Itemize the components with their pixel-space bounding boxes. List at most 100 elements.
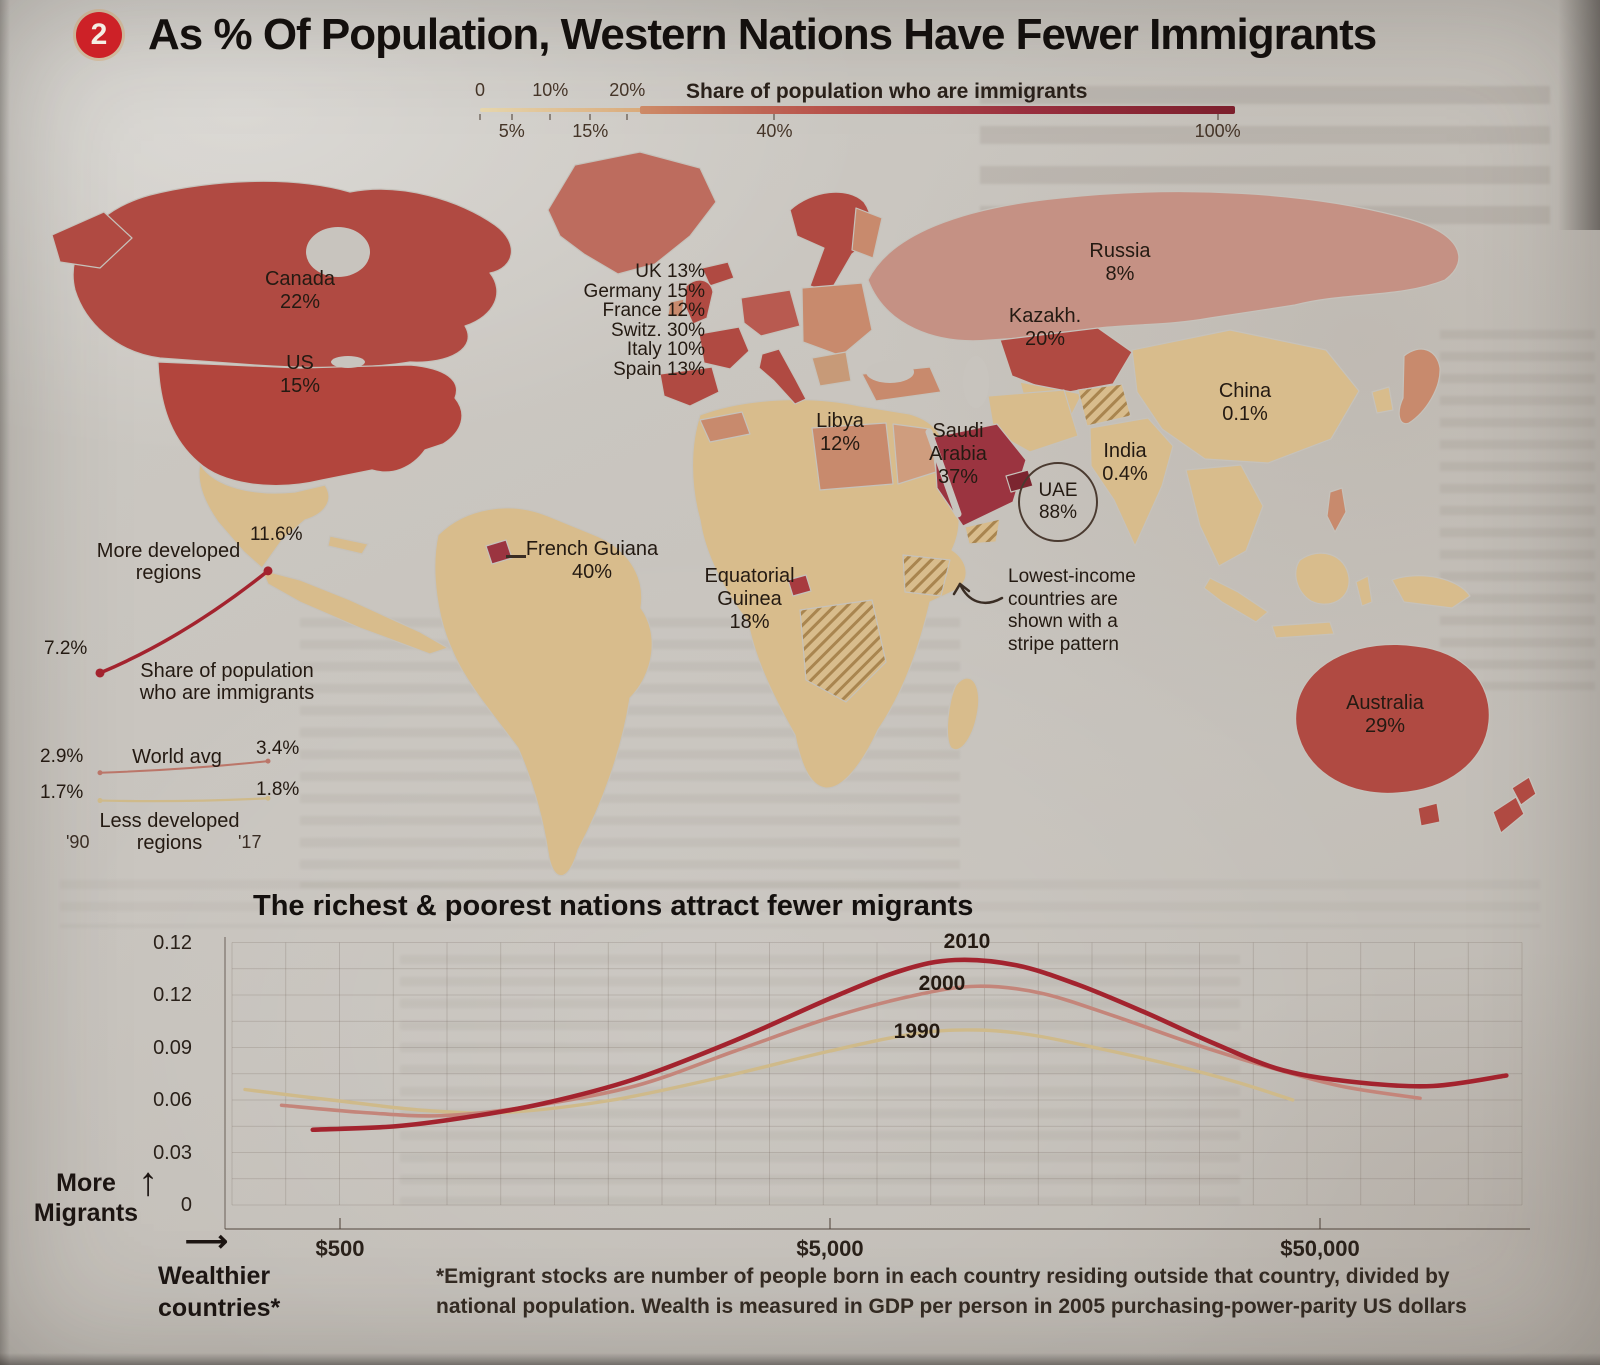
- country-name: Australia: [1346, 692, 1424, 714]
- inset-endpoint-dot: [97, 770, 103, 776]
- country-value: 20%: [1024, 328, 1066, 350]
- map-region-india: [1089, 417, 1174, 547]
- country-name: Saudi Arabia: [929, 420, 987, 465]
- inset-x-label-end: '17: [238, 832, 262, 852]
- map-region-iceland: [701, 261, 735, 287]
- curve-label-1990: 1990: [893, 1020, 941, 1043]
- map-water-red-sea: [925, 428, 962, 518]
- up-arrow-icon: ↑: [138, 1160, 158, 1204]
- map-region-france: [698, 326, 750, 370]
- country-value: 15%: [279, 375, 321, 397]
- map-label-australia: Australia 29%: [1330, 692, 1440, 738]
- map-region-mexico: [198, 463, 330, 569]
- inset-value-more-end: 11.6%: [250, 524, 303, 545]
- inset-value-world-end: 3.4%: [256, 738, 300, 759]
- map-water-caspian-sea: [963, 356, 989, 408]
- curve-2010: [310, 957, 1509, 1133]
- map-label-russia: Russia 8%: [1050, 240, 1190, 286]
- country-name: Libya: [816, 410, 864, 432]
- color-scale-bar: [480, 105, 1235, 115]
- map-region-us: [157, 361, 463, 487]
- legend-tick-label: 15%: [572, 121, 609, 141]
- map-region-africa: [691, 398, 967, 789]
- map-region-balkans: [811, 351, 852, 387]
- map-label-equatorial-guinea: Equatorial Guinea 18%: [692, 565, 807, 634]
- map-region-afghanistan-striped: [1077, 383, 1132, 427]
- map-water-black-sea: [866, 361, 914, 383]
- bottom-chart-title: The richest & poorest nations attract fe…: [253, 890, 974, 922]
- pointer-line: [506, 555, 526, 558]
- country-name: Russia: [1089, 240, 1151, 262]
- inset-value-less-start: 1.7%: [40, 782, 84, 803]
- inset-caption: Share of population who are immigrants: [139, 660, 315, 704]
- curve-2000: [279, 984, 1422, 1118]
- map-region-cuba: [327, 535, 369, 555]
- page-title: As % Of Population, Western Nations Have…: [148, 10, 1377, 59]
- map-label-india: India 0.4%: [1080, 440, 1170, 486]
- map-region-equatorial-guinea: [787, 574, 812, 597]
- map-region-new-zealand-north: [1511, 776, 1537, 806]
- footnote-line: *Emigrant stocks are number of people bo…: [436, 1265, 1450, 1288]
- map-water-great-lakes: [331, 356, 365, 368]
- legend-tick-label: 5%: [498, 121, 525, 141]
- inset-series-label-world-avg: World avg: [132, 746, 222, 768]
- legend-tick-label: 20%: [609, 80, 646, 100]
- map-region-tasmania: [1417, 802, 1441, 827]
- legend-tick-label: 0: [474, 80, 486, 100]
- map-region-canada: [72, 180, 512, 369]
- map-label-uae-circled: UAE 88%: [1018, 462, 1098, 542]
- country-name: India: [1103, 440, 1147, 462]
- caption-line: countries*: [158, 1294, 281, 1322]
- list-item: Spain 13%: [613, 358, 705, 380]
- color-scale-low-segment: [480, 108, 645, 112]
- map-region-southeast-asia: [1185, 464, 1264, 567]
- inset-endpoint-dot: [263, 566, 273, 576]
- world-map: [51, 151, 1537, 877]
- map-label-saudi-arabia: Saudi Arabia 37%: [918, 420, 998, 489]
- map-label-canada: Canada 22%: [230, 268, 370, 314]
- country-value: 88%: [1038, 502, 1078, 523]
- inset-value-more-start: 7.2%: [44, 638, 88, 659]
- map-region-libya: [811, 422, 894, 491]
- map-region-morocco: [699, 411, 751, 443]
- map-region-korea: [1371, 386, 1394, 414]
- map-region-australia: [1294, 643, 1490, 795]
- map-region-greenland: [547, 151, 717, 275]
- right-arrow-icon: ⟶: [185, 1225, 229, 1258]
- photo-edge-shadow: [0, 1353, 1600, 1365]
- country-value: 0.1%: [1222, 403, 1268, 425]
- map-region-china: [1131, 329, 1360, 464]
- list-item: France 12%: [602, 300, 705, 321]
- curved-pointer-arrow-icon: [952, 582, 1004, 604]
- country-name: Equatorial Guinea: [704, 565, 795, 610]
- country-name: French Guiana: [525, 538, 659, 560]
- list-item: Italy 10%: [626, 339, 705, 360]
- inset-series-label-less-developed: Less developed regions: [99, 810, 240, 854]
- country-value: 29%: [1364, 715, 1406, 737]
- europe-values-list: UK 13% Germany 15% France 12% Switz. 30%…: [520, 262, 705, 379]
- map-region-philippines: [1326, 487, 1347, 533]
- map-region-madagascar: [946, 677, 980, 751]
- map-label-china: China 0.1%: [1185, 380, 1305, 426]
- inset-endpoint-dot: [265, 795, 271, 801]
- y-axis-caption: More Migrants: [30, 1168, 142, 1228]
- color-scale-high-segment: [640, 106, 1235, 114]
- country-value: 40%: [571, 561, 613, 583]
- map-region-central-america: [261, 569, 449, 655]
- country-value: 8%: [1105, 263, 1135, 285]
- country-name: UAE: [1038, 480, 1078, 501]
- inset-endpoint-dot: [97, 798, 103, 804]
- section-number-badge: 2: [76, 12, 122, 58]
- curve-label-2000: 2000: [918, 972, 966, 995]
- list-item: Germany 15%: [583, 280, 705, 302]
- inset-trend-line: [98, 797, 270, 803]
- curve-label-2010: 2010: [943, 930, 991, 953]
- inset-endpoint-dot: [265, 758, 271, 764]
- map-water-hudson-bay: [306, 227, 370, 277]
- legend-title: Share of population who are immigrants: [686, 80, 1088, 103]
- map-region-sumatra: [1203, 577, 1269, 623]
- map-label-us: US 15%: [255, 352, 345, 398]
- map-region-eastern-europe: [801, 282, 873, 357]
- legend-tick-label: 10%: [532, 80, 569, 100]
- footnote-line: national population. Wealth is measured …: [436, 1295, 1467, 1318]
